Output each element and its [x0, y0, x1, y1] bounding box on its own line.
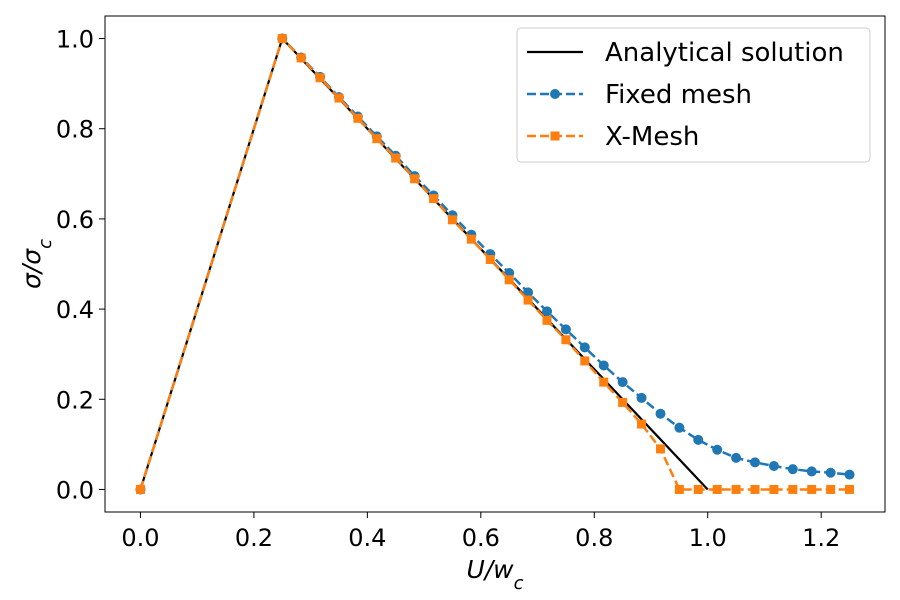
legend-label-fixed-mesh: Fixed mesh	[605, 80, 752, 110]
data-point-x-mesh	[372, 134, 382, 144]
data-point-x-mesh	[637, 419, 647, 429]
data-point-fixed-mesh	[636, 392, 647, 403]
data-point-x-mesh	[410, 174, 420, 184]
y-tick-label: 0.8	[56, 116, 94, 144]
x-tick-label: 0.4	[348, 524, 386, 552]
data-point-fixed-mesh	[731, 452, 742, 463]
data-point-fixed-mesh	[579, 342, 590, 353]
data-point-x-mesh	[334, 93, 344, 103]
data-point-x-mesh	[135, 484, 145, 494]
data-point-x-mesh	[788, 484, 798, 494]
data-point-x-mesh	[523, 295, 533, 305]
data-point-fixed-mesh	[712, 444, 723, 455]
data-point-fixed-mesh	[768, 461, 779, 472]
data-point-x-mesh	[447, 215, 457, 225]
data-point-x-mesh	[391, 153, 401, 163]
data-point-fixed-mesh	[749, 457, 760, 468]
series-layer	[135, 33, 855, 495]
legend-marker-x-mesh	[550, 131, 560, 141]
data-point-x-mesh	[580, 356, 590, 366]
data-point-x-mesh	[750, 484, 760, 494]
ticks-layer: 0.0 0.2 0.4 0.6 0.8 1.0 1.2 0.0 0.2 0.4 0.6 0.8 1.0	[56, 26, 840, 552]
x-tick-label: 1.0	[689, 524, 727, 552]
data-point-x-mesh	[542, 315, 552, 325]
data-point-fixed-mesh	[560, 324, 571, 335]
legend-frame	[516, 27, 871, 163]
data-point-x-mesh	[315, 73, 325, 83]
data-point-fixed-mesh	[787, 464, 798, 475]
y-tick-label: 1.0	[56, 26, 94, 54]
data-point-fixed-mesh	[523, 287, 534, 298]
data-point-x-mesh	[429, 194, 439, 204]
data-point-fixed-mesh	[598, 360, 609, 371]
data-point-x-mesh	[296, 53, 306, 63]
x-tick-label: 1.2	[802, 524, 840, 552]
x-tick-label: 0.0	[121, 524, 159, 552]
y-tick-label: 0.4	[56, 296, 94, 324]
data-point-x-mesh	[731, 484, 741, 494]
data-point-fixed-mesh	[693, 434, 704, 445]
legend-marker-fixed-mesh	[550, 89, 560, 99]
data-point-x-mesh	[353, 113, 363, 123]
y-axis-label: σ/σc	[17, 239, 56, 289]
data-point-fixed-mesh	[844, 469, 855, 480]
data-point-x-mesh	[618, 397, 628, 407]
data-point-x-mesh	[826, 484, 836, 494]
x-tick-label: 0.8	[575, 524, 613, 552]
data-point-fixed-mesh	[617, 377, 628, 388]
data-point-x-mesh	[807, 484, 817, 494]
y-tick-label: 0.0	[56, 476, 94, 504]
x-tick-label: 0.2	[235, 524, 273, 552]
legend-label-analytical-solution: Analytical solution	[605, 38, 844, 68]
data-point-x-mesh	[504, 275, 514, 285]
x-axis-label: U/wc	[466, 555, 523, 594]
data-point-fixed-mesh	[542, 306, 553, 317]
data-point-x-mesh	[485, 254, 495, 264]
data-point-fixed-mesh	[655, 408, 666, 419]
data-point-x-mesh	[277, 34, 287, 44]
data-point-x-mesh	[712, 484, 722, 494]
data-point-x-mesh	[561, 335, 571, 345]
data-point-x-mesh	[599, 377, 609, 387]
legend: Analytical solution Fixed mesh X-Mesh	[516, 27, 871, 163]
y-tick-label: 0.6	[56, 206, 94, 234]
y-tick-label: 0.2	[56, 386, 94, 414]
data-point-fixed-mesh	[825, 467, 836, 478]
data-point-x-mesh	[769, 484, 779, 494]
data-point-x-mesh	[655, 444, 665, 454]
x-tick-label: 0.6	[462, 524, 500, 552]
data-point-fixed-mesh	[806, 466, 817, 477]
data-point-x-mesh	[466, 234, 476, 244]
data-point-x-mesh	[674, 484, 684, 494]
data-point-x-mesh	[845, 484, 855, 494]
legend-label-x-mesh: X-Mesh	[605, 122, 699, 152]
data-point-x-mesh	[693, 484, 703, 494]
series-x-mesh	[135, 34, 855, 494]
data-point-fixed-mesh	[674, 422, 685, 433]
plot-frame	[104, 15, 886, 513]
